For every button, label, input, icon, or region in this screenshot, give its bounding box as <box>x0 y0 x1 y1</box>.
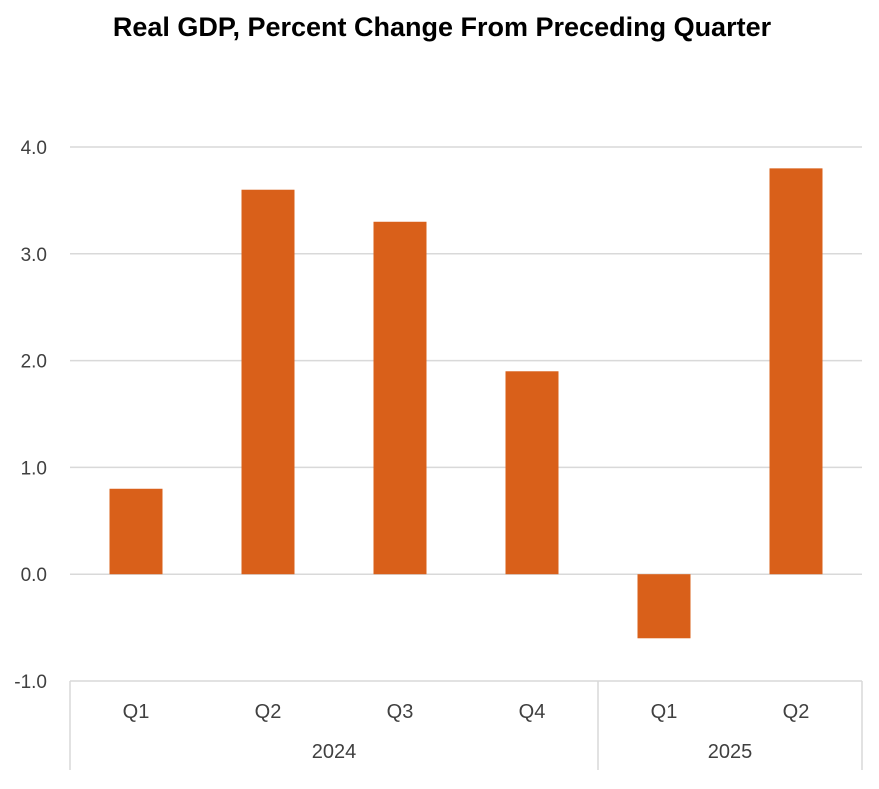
group-label: 2024 <box>312 741 357 763</box>
bar <box>637 574 691 639</box>
y-tick-label: -1.0 <box>14 672 47 693</box>
x-tick-label: Q3 <box>387 701 414 723</box>
bar <box>109 488 163 575</box>
bar <box>769 168 823 575</box>
y-axis-labels: -1.0 0.0 1.0 2.0 3.0 4.0 <box>14 138 47 693</box>
y-tick-label: 3.0 <box>21 245 47 266</box>
y-tick-label: 0.0 <box>21 565 47 586</box>
bars <box>109 168 823 639</box>
x-tick-label: Q2 <box>255 701 282 723</box>
bar <box>241 189 295 575</box>
bar <box>373 221 427 575</box>
bar <box>505 371 559 575</box>
chart-title: Real GDP, Percent Change From Preceding … <box>113 12 772 42</box>
y-tick-label: 2.0 <box>21 352 47 373</box>
y-tick-label: 4.0 <box>21 138 47 159</box>
x-tick-label: Q1 <box>123 701 150 723</box>
group-label: 2025 <box>708 741 753 763</box>
x-tick-label: Q2 <box>783 701 810 723</box>
gridlines <box>70 146 862 575</box>
x-axis: Q1 Q2 Q3 Q4 Q1 Q2 2024 2025 <box>69 680 863 770</box>
x-tick-label: Q1 <box>651 701 678 723</box>
y-tick-label: 1.0 <box>21 458 47 479</box>
x-tick-label: Q4 <box>519 701 546 723</box>
